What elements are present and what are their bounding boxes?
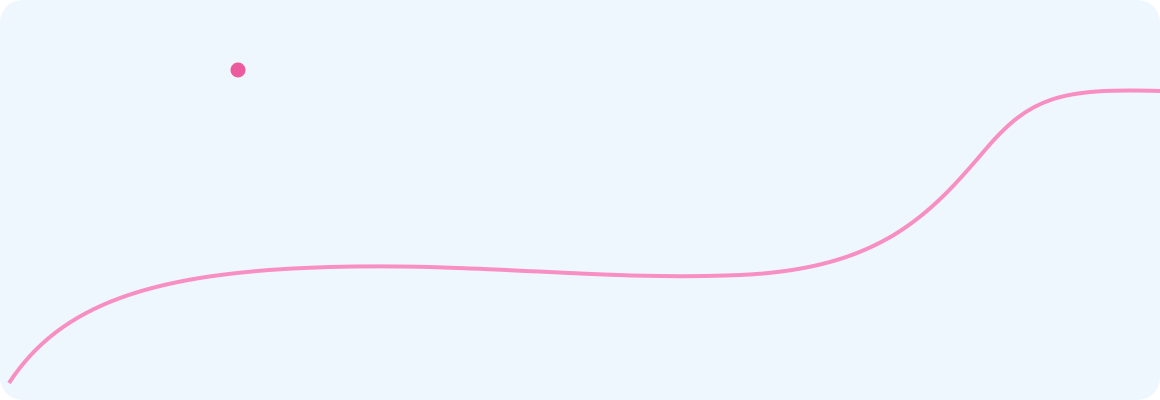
decorative-wave-curve	[7, 88, 1160, 385]
pink-dot	[230, 62, 246, 78]
